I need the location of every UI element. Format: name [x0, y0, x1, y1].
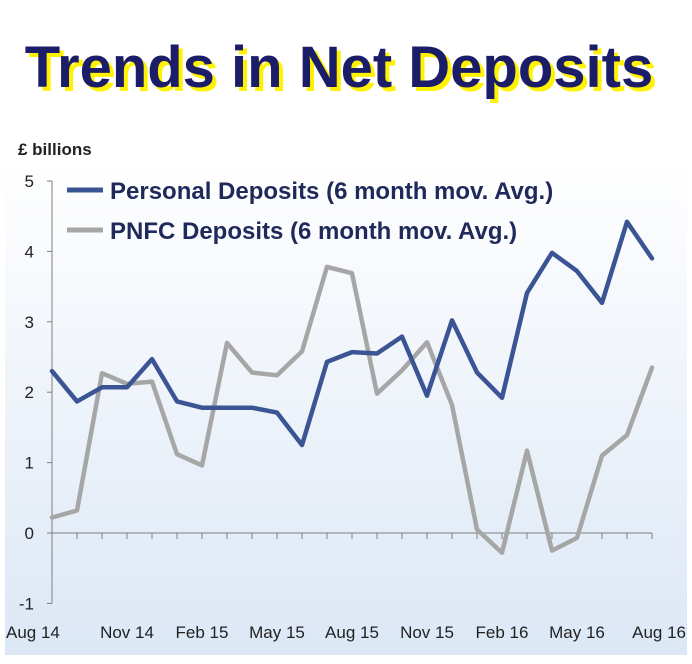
legend: Personal Deposits (6 month mov. Avg.) PNF…	[67, 178, 553, 245]
y-tick-label: 0	[25, 524, 34, 543]
x-tick-label: Aug 15	[325, 623, 379, 642]
x-tick-label: May 16	[549, 623, 605, 642]
x-tick-label: Aug 16	[632, 623, 686, 642]
y-tick-label: 4	[25, 242, 34, 261]
y-tick-label: 5	[25, 172, 34, 191]
legend-label-personal: Personal Deposits (6 month mov. Avg.)	[110, 178, 553, 205]
plot-background	[5, 160, 687, 655]
series-layer	[49, 219, 655, 555]
x-tick-label: Nov 14	[100, 623, 154, 642]
axes: 5 4 3 2 1 0 -1 Aug 14 Nov 14 Feb 15 May 15 Aug 15 No…	[6, 172, 686, 642]
series-line-personal	[49, 219, 655, 448]
y-tick-label: -1	[19, 594, 34, 613]
y-tick-label: 1	[25, 454, 34, 473]
x-tick-label: May 15	[249, 623, 305, 642]
chart-title: Trends in Net Deposits	[25, 35, 653, 100]
x-tick-label: Nov 15	[400, 623, 454, 642]
x-tick-label: Feb 15	[176, 623, 229, 642]
y-tick-label: 3	[25, 313, 34, 332]
y-tick-label: 2	[25, 383, 34, 402]
legend-label-pnfc: PNFC Deposits (6 month mov. Avg.)	[110, 218, 517, 245]
y-axis-label: £ billions	[18, 140, 92, 159]
x-tick-label: Feb 16	[476, 623, 529, 642]
x-tick-label: Aug 14	[6, 623, 60, 642]
chart-title-shadow: Trends in Net Deposits	[29, 39, 657, 104]
series-line-pnfc	[49, 264, 655, 555]
